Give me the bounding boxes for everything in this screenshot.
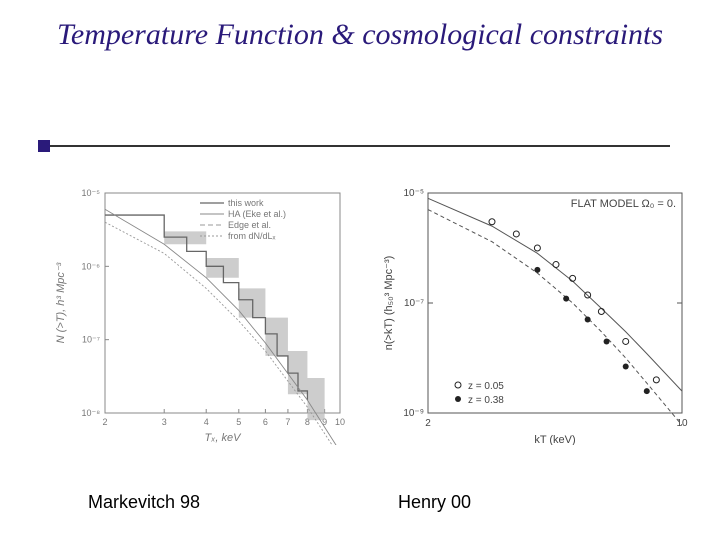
svg-text:10: 10 [676,418,688,429]
svg-text:this work: this work [228,198,264,208]
svg-text:4: 4 [204,417,209,427]
title-underline [50,145,670,147]
svg-text:5: 5 [236,417,241,427]
svg-text:2: 2 [102,417,107,427]
svg-text:n(>kT) (h₅₀³ Mpc⁻³): n(>kT) (h₅₀³ Mpc⁻³) [383,256,395,351]
svg-text:10⁻⁵: 10⁻⁵ [403,188,424,199]
svg-text:Tₓ, keV: Tₓ, keV [205,432,243,444]
left-chart: 10⁻⁸10⁻⁷10⁻⁶10⁻⁵2345678910Tₓ, keVN (>T),… [50,185,350,445]
svg-text:z = 0.38: z = 0.38 [468,395,504,406]
title-bullet [38,140,50,152]
svg-text:7: 7 [285,417,290,427]
svg-text:z = 0.05: z = 0.05 [468,381,504,392]
svg-text:kT (keV): kT (keV) [534,434,575,445]
svg-text:FLAT MODEL Ω₀ = 0.: FLAT MODEL Ω₀ = 0. [571,198,676,210]
svg-text:HA (Eke et al.): HA (Eke et al.) [228,209,286,219]
svg-text:10⁻⁷: 10⁻⁷ [82,335,100,345]
right-chart: 10⁻⁹ 10⁻⁷ 10⁻⁵ 2 10 kT (keV) n(>kT) (h₅₀³ Mpc⁻… [380,185,690,445]
page-title: Temperature Function & cosmological cons… [0,18,720,53]
svg-text:3: 3 [162,417,167,427]
left-caption: Markevitch 98 [88,492,200,513]
svg-text:N (>T), h³ Mpc⁻³: N (>T), h³ Mpc⁻³ [55,262,67,343]
right-chart-svg: 10⁻⁹ 10⁻⁷ 10⁻⁵ 2 10 kT (keV) n(>kT) (h₅₀³ Mpc⁻… [380,185,690,445]
svg-text:from dN/dLₓ: from dN/dLₓ [228,231,276,241]
svg-text:10: 10 [335,417,345,427]
svg-text:10⁻⁸: 10⁻⁸ [81,408,100,418]
svg-text:6: 6 [263,417,268,427]
svg-text:10⁻⁶: 10⁻⁶ [82,261,101,271]
left-chart-svg: 10⁻⁸10⁻⁷10⁻⁶10⁻⁵2345678910Tₓ, keVN (>T),… [50,185,350,445]
svg-text:10⁻⁷: 10⁻⁷ [404,298,424,309]
svg-text:10⁻⁹: 10⁻⁹ [403,408,424,419]
svg-text:10⁻⁵: 10⁻⁵ [82,188,101,198]
svg-text:Edge et al.: Edge et al. [228,220,271,230]
right-caption: Henry 00 [398,492,471,513]
svg-text:2: 2 [425,418,431,429]
